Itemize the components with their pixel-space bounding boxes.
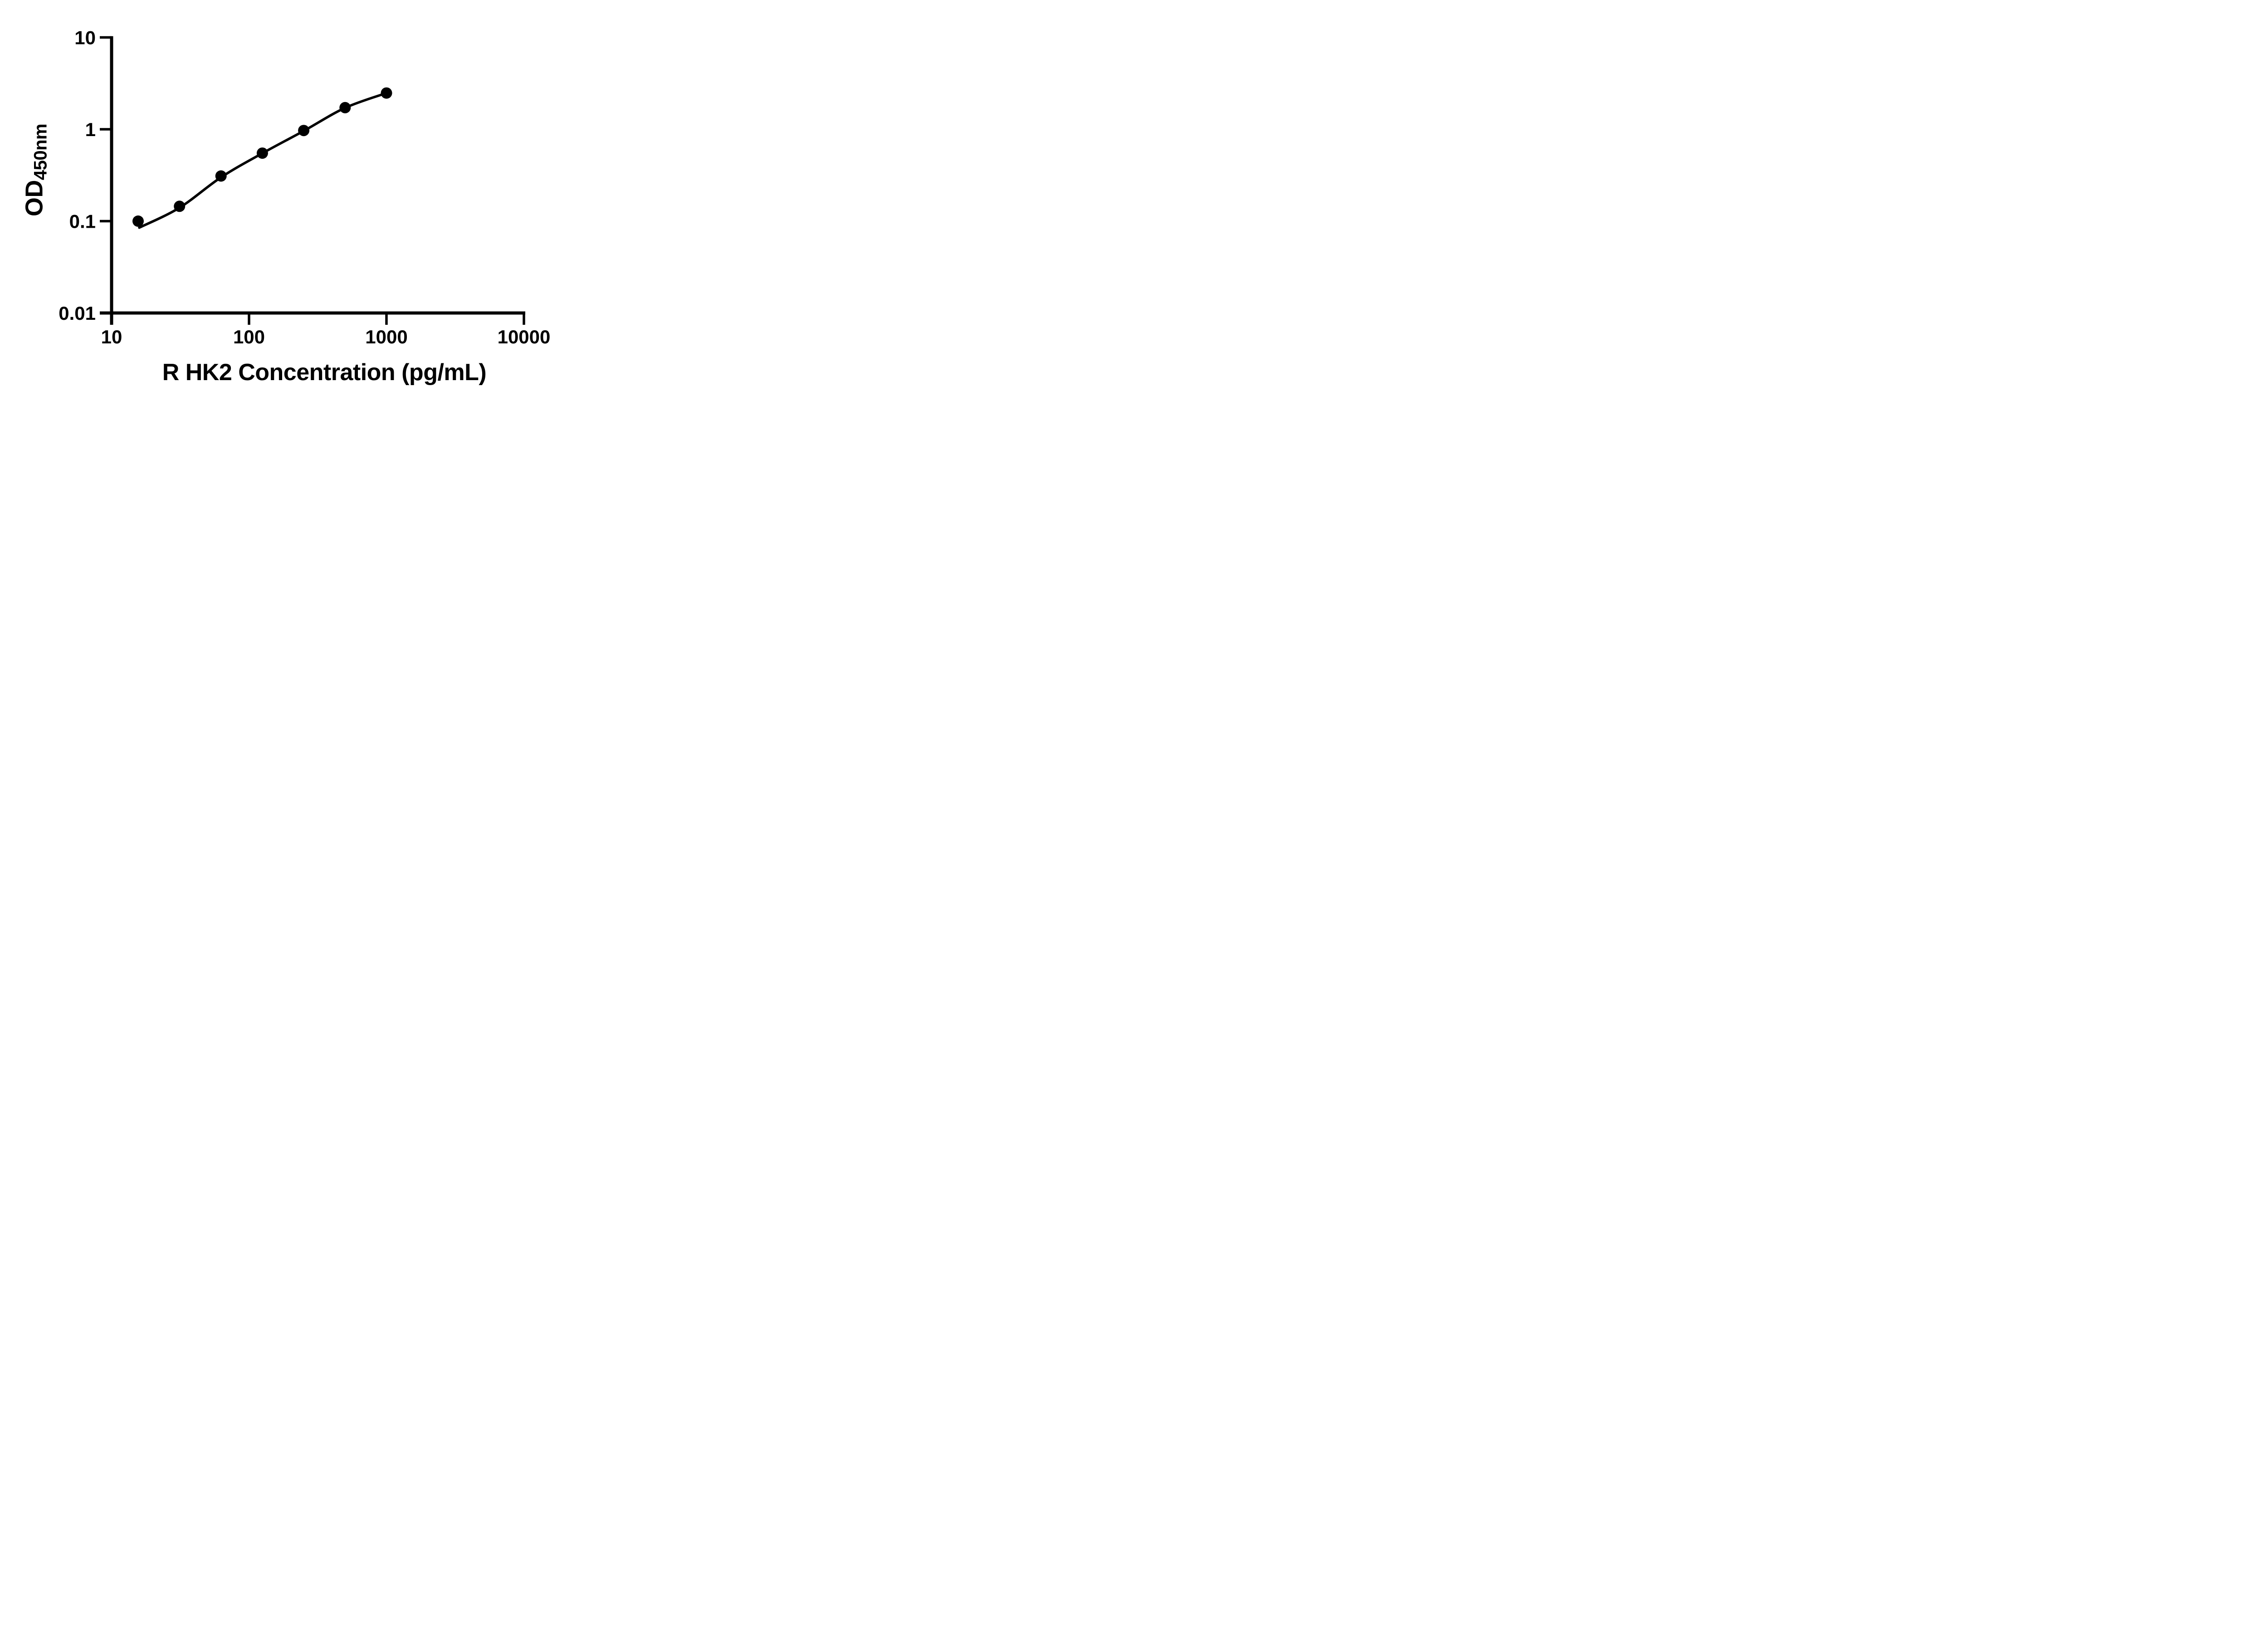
y-axis-title-subscript: 450nm bbox=[30, 123, 51, 181]
y-tick-label: 0.01 bbox=[59, 303, 96, 324]
data-point bbox=[132, 215, 144, 227]
x-tick-label: 10000 bbox=[498, 326, 551, 347]
data-point bbox=[215, 170, 227, 182]
data-points-group bbox=[132, 87, 392, 227]
data-point bbox=[174, 200, 186, 212]
standard-curve-chart: 10 100 1000 10000 10 1 0.1 0.01 R HK2 Concentr… bbox=[59, 27, 551, 386]
x-tick-labels: 10 100 1000 10000 bbox=[101, 326, 551, 347]
x-tick-label: 1000 bbox=[365, 326, 407, 347]
data-point bbox=[298, 125, 310, 137]
y-tick-label: 10 bbox=[74, 27, 96, 49]
x-tick-label: 100 bbox=[233, 326, 265, 347]
x-tick-label: 10 bbox=[101, 326, 122, 347]
chart-canvas: 10 100 1000 10000 10 1 0.1 0.01 R HK2 Concentr… bbox=[0, 0, 581, 406]
y-tick-labels: 10 1 0.1 0.01 bbox=[59, 27, 96, 324]
y-tick-label: 1 bbox=[85, 119, 96, 140]
y-tick-label: 0.1 bbox=[69, 211, 96, 232]
axes bbox=[100, 36, 525, 325]
y-axis-title-main: OD bbox=[20, 180, 48, 217]
axis-lines bbox=[100, 36, 525, 325]
x-axis-title: R HK2 Concentration (pg/mL) bbox=[162, 359, 486, 386]
data-point bbox=[256, 147, 268, 159]
data-point bbox=[339, 102, 351, 113]
y-axis-title: OD450nm bbox=[20, 123, 51, 217]
data-point bbox=[381, 87, 392, 99]
